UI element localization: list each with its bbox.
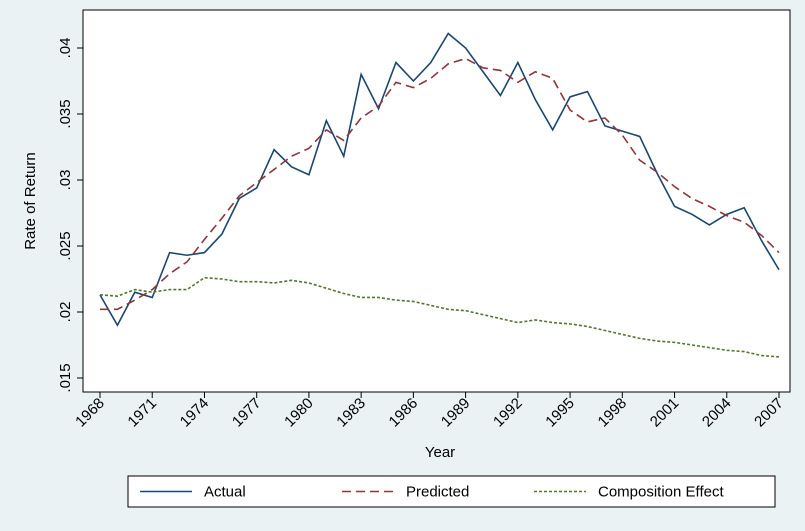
series-line	[100, 57, 780, 311]
x-axis-title: Year	[425, 444, 455, 461]
y-tick-label: .015	[57, 363, 74, 392]
y-tick-label: .02	[57, 302, 74, 323]
series-line	[99, 32, 780, 327]
legend-label: Actual	[204, 484, 246, 501]
legend-label: Composition Effect	[598, 484, 724, 501]
y-tick-label: .035	[57, 99, 74, 128]
y-tick-label: .04	[57, 38, 74, 59]
y-tick-label: .03	[57, 170, 74, 191]
y-axis-title: Rate of Return	[22, 152, 39, 250]
y-tick-label: .025	[57, 231, 74, 260]
legend-label: Predicted	[406, 484, 469, 501]
legend-box	[127, 475, 776, 508]
plot-area	[82, 9, 791, 393]
